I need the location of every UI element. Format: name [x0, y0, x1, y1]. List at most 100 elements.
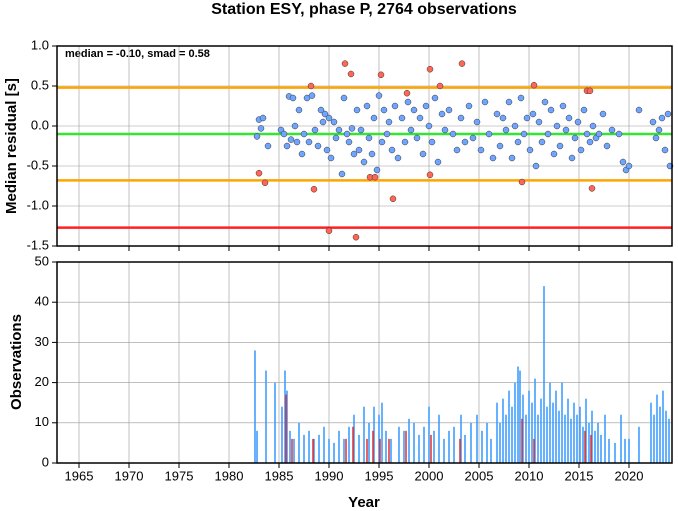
- bar: [433, 430, 435, 463]
- point: [373, 166, 381, 174]
- bar: [508, 390, 510, 463]
- point: [511, 122, 519, 130]
- point: [661, 146, 669, 154]
- bar: [628, 438, 630, 463]
- bar: [573, 402, 575, 463]
- bar: [333, 442, 335, 463]
- bar: [564, 414, 566, 463]
- point: [502, 126, 510, 134]
- bar: [256, 430, 258, 463]
- point: [343, 130, 351, 138]
- bar: [505, 414, 507, 463]
- plot-frame: [56, 261, 673, 464]
- y-tick-label: 30: [35, 334, 49, 349]
- point: [425, 122, 433, 130]
- bar: [656, 394, 658, 463]
- bar: [588, 422, 590, 463]
- point: [319, 118, 327, 126]
- bar: [525, 414, 527, 463]
- point: [398, 114, 406, 122]
- point: [453, 146, 461, 154]
- bar: [265, 370, 267, 463]
- point: [404, 98, 412, 106]
- bar: [585, 398, 587, 463]
- bar: [543, 286, 545, 463]
- bar: [502, 398, 504, 463]
- point: [658, 114, 666, 122]
- bar: [438, 414, 440, 463]
- point: [517, 94, 525, 102]
- point: [332, 134, 340, 142]
- bar: [318, 434, 320, 463]
- point: [403, 89, 411, 97]
- bar: [638, 426, 640, 463]
- bar: [546, 406, 548, 463]
- point: [520, 130, 528, 138]
- bar: [531, 402, 533, 463]
- point: [508, 154, 516, 162]
- point: [377, 71, 385, 79]
- bar: [418, 434, 420, 463]
- bar: [313, 438, 315, 463]
- bar: [668, 418, 670, 463]
- point: [461, 138, 469, 146]
- bar: [522, 394, 524, 463]
- bar: [343, 438, 345, 463]
- bar: [379, 438, 381, 463]
- y-tick-label: 40: [35, 294, 49, 309]
- point: [340, 94, 348, 102]
- bar: [308, 430, 310, 463]
- bar: [423, 426, 425, 463]
- point: [574, 118, 582, 126]
- point: [541, 98, 549, 106]
- x-tick-label: 1965: [65, 468, 94, 483]
- point: [457, 114, 465, 122]
- point: [327, 154, 335, 162]
- bar: [274, 382, 276, 463]
- bar: [381, 402, 383, 463]
- point: [473, 118, 481, 126]
- bar: [428, 406, 430, 463]
- point: [568, 154, 576, 162]
- point: [293, 138, 301, 146]
- point: [341, 60, 349, 67]
- point: [287, 136, 295, 143]
- bar: [366, 438, 368, 463]
- point: [419, 150, 427, 158]
- bar: [348, 426, 350, 463]
- point: [410, 106, 418, 114]
- point: [553, 122, 561, 130]
- bar: [594, 430, 596, 463]
- bar: [519, 370, 521, 463]
- point: [586, 138, 594, 146]
- bar: [528, 390, 530, 463]
- point: [547, 106, 555, 114]
- point: [514, 138, 522, 146]
- point: [562, 126, 570, 134]
- bar: [540, 398, 542, 463]
- x-tick-label: 1970: [115, 468, 144, 483]
- point: [664, 110, 672, 118]
- x-tick-label: 2010: [515, 468, 544, 483]
- point: [388, 146, 396, 154]
- point: [571, 134, 579, 142]
- bar: [499, 422, 501, 463]
- point: [458, 60, 466, 67]
- point: [355, 146, 363, 154]
- point: [615, 130, 623, 138]
- x-tick-label: 2020: [615, 468, 644, 483]
- point: [526, 146, 534, 154]
- point: [649, 118, 657, 126]
- point: [311, 126, 319, 134]
- point: [407, 126, 415, 134]
- point: [426, 171, 434, 179]
- bar: [555, 390, 557, 463]
- point: [469, 134, 477, 142]
- panel: 1.0 0.5 0.0 -0.5 -1.0 -1.5: [27, 37, 674, 252]
- bar: [470, 422, 472, 463]
- point: [441, 126, 449, 134]
- point: [347, 70, 355, 78]
- x-tick-label: 1980: [215, 468, 244, 483]
- bar: [353, 414, 355, 463]
- point: [465, 102, 473, 110]
